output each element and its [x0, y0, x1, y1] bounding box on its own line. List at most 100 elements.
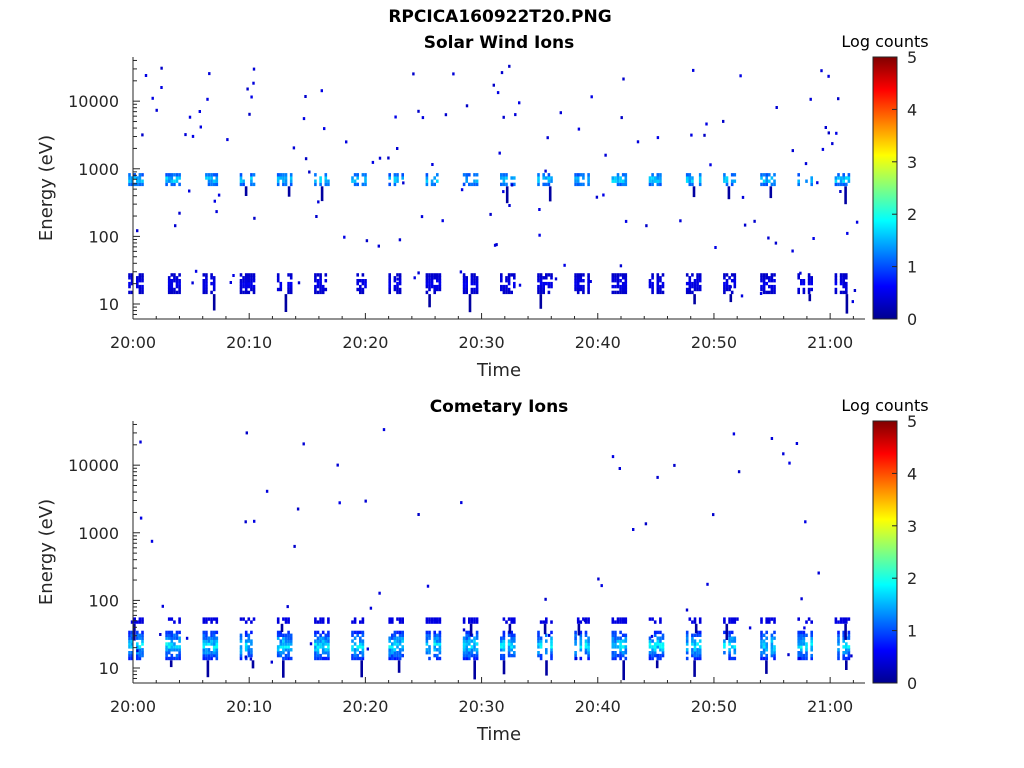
panel1-cell: [621, 290, 625, 295]
panel1-cell: [537, 176, 540, 180]
panel2-cell: [245, 431, 248, 435]
panel2-cell: [802, 653, 806, 658]
panel1-cell: [165, 176, 168, 180]
panel1-cell: [505, 279, 508, 283]
panel1-cell: [845, 287, 848, 292]
panel2-cell: [249, 657, 253, 661]
panel2-cell: [850, 654, 853, 658]
panel1-cell: [762, 290, 766, 295]
panel1-cell: [401, 173, 404, 177]
panel2-cell: [802, 633, 806, 637]
panel2-cell: [250, 630, 253, 635]
panel2-cell: [837, 648, 840, 652]
panel1-cell: [210, 173, 213, 177]
panel2-cell: [545, 620, 548, 624]
panel2-cell: [661, 636, 665, 640]
panel2-cell: [659, 656, 662, 661]
panel2-cell: [202, 656, 206, 661]
panel1-colorbar: [872, 56, 898, 320]
panel1-cell: [320, 89, 323, 93]
panel1-data: [128, 64, 859, 314]
panel2-cell: [574, 633, 577, 637]
panel1-cell: [827, 74, 830, 78]
panel2-cell: [401, 636, 404, 640]
panel1-cell: [656, 276, 660, 280]
panel1-cell: [587, 281, 590, 286]
panel2-cell: [388, 636, 391, 640]
panel2-cell: [393, 656, 397, 661]
panel1-cell: [733, 284, 737, 289]
panel2-cell: [319, 617, 322, 621]
panel1-cell: [319, 281, 322, 286]
panel2-cell: [398, 642, 402, 646]
panel1-cell: [587, 279, 590, 283]
panel1-cell: [500, 176, 503, 180]
panel2-cell: [696, 633, 699, 637]
panel1-cell: [441, 219, 444, 223]
panel1-cell: [539, 273, 543, 277]
panel1-cell: [837, 176, 840, 180]
panel2-cell: [839, 620, 843, 624]
panel1-cell: [765, 276, 768, 280]
panel2-cell: [426, 584, 430, 588]
panel2-cell: [470, 645, 474, 649]
panel1-cell: [136, 276, 139, 280]
panel2-cell: [614, 642, 617, 646]
panel1-cell: [316, 290, 320, 295]
panel2-cell: [510, 620, 513, 624]
panel1-cell: [202, 284, 206, 289]
panel1-cell: [547, 182, 551, 187]
panel1-cell: [361, 173, 365, 177]
panel2-cell: [430, 620, 434, 624]
panel2-cell: [391, 620, 394, 624]
panel2-cell: [136, 633, 139, 637]
panel2-cell: [244, 520, 247, 524]
panel2-cell: [574, 653, 577, 658]
panel1-cell: [661, 290, 665, 295]
panel1-cell: [616, 173, 620, 177]
panel2-cell: [797, 636, 800, 640]
panel2-cell: [845, 660, 848, 670]
panel1-cell: [616, 276, 620, 280]
panel2-cell: [202, 617, 206, 621]
panel1-cell: [465, 284, 468, 289]
panel2-cell: [170, 639, 174, 643]
panel1-y-tick-label: 100: [88, 227, 119, 246]
panel2-cell: [550, 653, 553, 658]
panel2-cell: [653, 642, 657, 646]
panel1-cell: [624, 179, 628, 183]
panel1-cell: [542, 287, 545, 292]
panel2-cell: [136, 649, 139, 653]
panel1-cell: [215, 182, 219, 187]
panel2-cell: [470, 648, 474, 652]
panel2-cell: [293, 544, 296, 548]
panel2-cell: [661, 651, 665, 655]
panel2-cell: [473, 639, 476, 643]
panel2-cell: [175, 630, 179, 635]
panel1-cell: [170, 290, 174, 295]
panel1-cell: [388, 182, 391, 187]
panel1-cell: [693, 284, 697, 289]
panel2-cell: [244, 645, 248, 649]
panel2-cell: [500, 656, 503, 661]
panel1-cell: [175, 173, 179, 177]
panel1-cell: [762, 279, 766, 283]
panel1-cell: [250, 273, 253, 277]
panel1-cell: [648, 179, 652, 183]
panel2-cell: [468, 636, 471, 640]
panel2-cell: [212, 636, 216, 640]
panel2-cell: [202, 636, 206, 640]
panel1-cell: [611, 276, 615, 280]
panel2-cell: [284, 656, 288, 661]
panel2-cell: [316, 620, 320, 624]
panel1-cell: [590, 95, 593, 99]
panel2-cell: [165, 642, 168, 646]
panel2-cell: [611, 617, 615, 621]
panel1-cell: [239, 273, 243, 277]
panel2-cell: [698, 620, 702, 624]
panel1-cell: [582, 176, 585, 180]
panel2-cell: [436, 653, 439, 658]
panel2-cell: [502, 617, 506, 621]
panel2-cell: [170, 656, 174, 661]
panel2-cell: [618, 467, 621, 470]
